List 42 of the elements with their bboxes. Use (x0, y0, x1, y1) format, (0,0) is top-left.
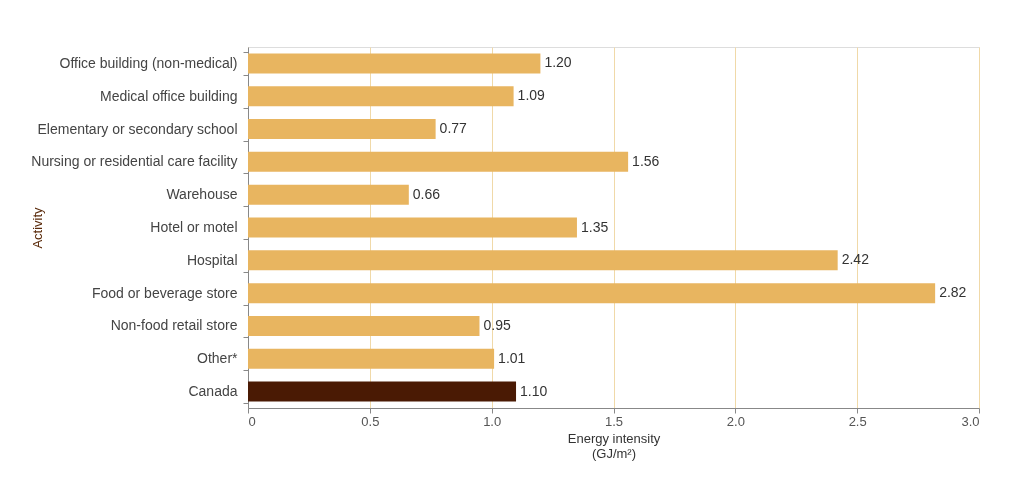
y-tick-label: Nursing or residential care facility (31, 153, 238, 170)
x-tick-label: 0.5 (361, 413, 380, 429)
data-label: 2.82 (939, 284, 967, 301)
x-tick-label: 1.0 (483, 413, 502, 429)
bar (248, 119, 436, 140)
data-label: 1.56 (632, 152, 660, 169)
bar (248, 348, 495, 369)
x-tick-label: 3.0 (961, 413, 980, 429)
y-tick-label: Other* (197, 350, 239, 367)
data-label: 1.35 (580, 218, 609, 235)
x-tick-label: 2.0 (726, 413, 745, 429)
y-axis-title: Activity (29, 206, 45, 249)
y-tick-label: Elementary or secondary school (37, 120, 238, 137)
data-label: 0.66 (412, 185, 441, 202)
bar (248, 283, 936, 304)
y-tick-label: Office building (non-medical) (59, 54, 238, 71)
data-label: 0.77 (439, 120, 468, 137)
y-tick-label: Hospital (186, 251, 238, 268)
bar (248, 315, 480, 336)
x-axis-title: Energy intensity (GJ/m²) (567, 430, 661, 461)
bar (248, 250, 838, 271)
bar (248, 86, 514, 107)
y-tick-label: Warehouse (166, 186, 238, 203)
data-label: 1.20 (544, 54, 572, 71)
y-tick-label: Medical office building (100, 87, 238, 104)
bar (248, 184, 409, 205)
bar (248, 381, 517, 402)
x-tick-label: 2.5 (848, 413, 867, 429)
y-tick-label: Non-food retail store (110, 317, 238, 334)
data-label: 1.09 (517, 87, 546, 104)
data-label: 0.95 (483, 316, 511, 333)
bar (248, 217, 577, 238)
y-tick-label: Food or beverage store (91, 284, 238, 301)
data-label: 1.01 (498, 349, 526, 366)
y-tick-label: Hotel or motel (150, 219, 238, 235)
data-label: 1.10 (520, 382, 548, 399)
x-tick-label: 1.5 (604, 413, 624, 429)
x-tick-label: 0 (248, 413, 256, 429)
data-label: 2.42 (841, 251, 870, 268)
bar (248, 53, 541, 74)
y-tick-label: Canada (188, 383, 238, 400)
bar (248, 151, 629, 172)
